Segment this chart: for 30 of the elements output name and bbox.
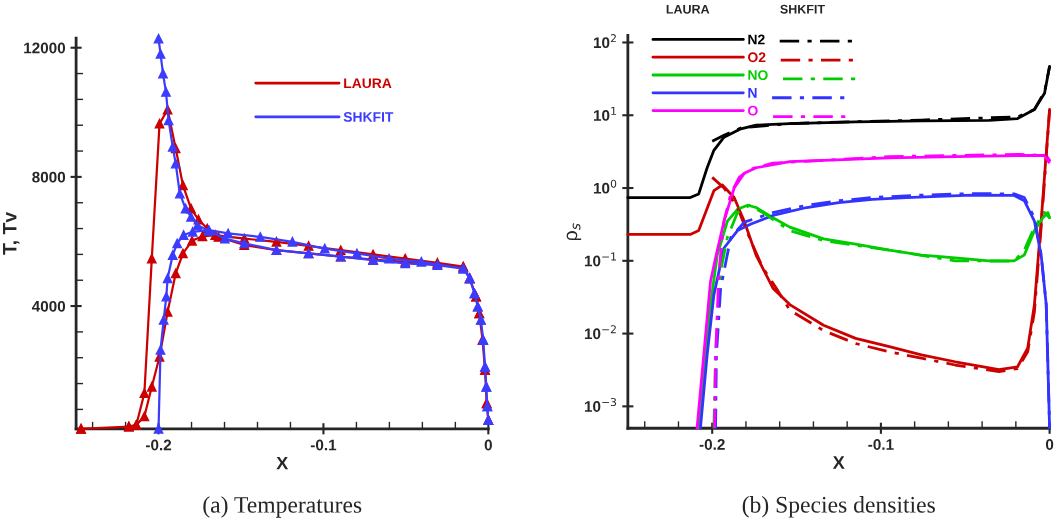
y-axis-title: ρ$_{s}$ <box>566 223 582 241</box>
y-tick-label: 4000 <box>31 300 66 312</box>
x-tick-label: -0.1 <box>310 439 337 451</box>
y-tick-label: 10$^{−3}$ <box>584 397 617 412</box>
y-tick-label: 12000 <box>24 42 66 54</box>
x-tick-label: -0.2 <box>145 439 172 451</box>
y-tick-label: 8000 <box>32 171 66 183</box>
text: O <box>748 105 758 116</box>
y-axis-title: T, Tv <box>3 211 20 255</box>
x-tick-label: 0 <box>484 439 492 451</box>
text: LAURA <box>344 78 392 89</box>
x-axis-title: X <box>276 456 289 470</box>
y-tick-label: 10$^{1}$ <box>593 107 616 121</box>
x-axis-title: X <box>832 456 845 469</box>
y-tick-label: 10$^{2}$ <box>593 34 616 49</box>
x-tick-label: 0 <box>1045 439 1054 450</box>
text: SHKFIT <box>780 4 825 14</box>
x-tick-label: -0.1 <box>868 439 894 450</box>
y-tick-label: 10$^{−2}$ <box>584 325 616 340</box>
text: SHKFIT <box>343 112 394 122</box>
text: NO <box>748 70 768 80</box>
x-tick-label: -0.2 <box>699 439 725 450</box>
text: (b) Species densities <box>742 496 935 518</box>
text: (a) Temperatures <box>203 496 362 518</box>
text: LAURA <box>666 4 710 14</box>
text: N2 <box>748 34 765 45</box>
text: O2 <box>748 52 766 63</box>
y-tick-label: 10$^{−1}$ <box>584 252 616 267</box>
text: N <box>748 88 757 98</box>
y-tick-label: 10$^{0}$ <box>593 179 617 194</box>
